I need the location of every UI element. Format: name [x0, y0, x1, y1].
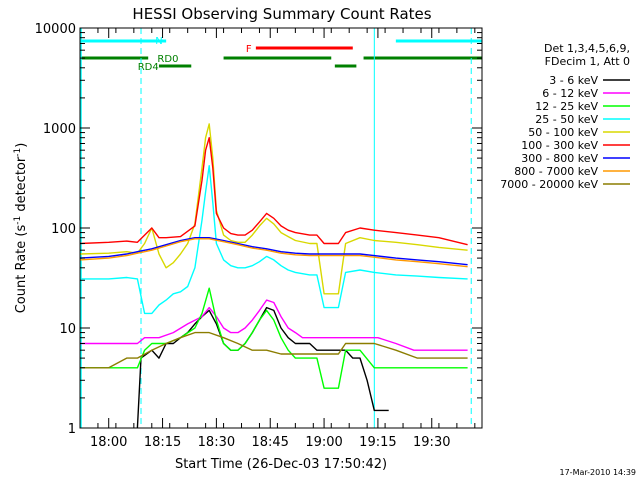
x-tick-label: 19:30	[413, 435, 450, 450]
legend-label-1: 6 - 12 keV	[542, 87, 598, 100]
y-label-end: )	[14, 143, 29, 148]
x-tick-label: 18:15	[144, 435, 181, 450]
y-label-mid: detector	[14, 156, 29, 216]
legend-header-line-1: Det 1,3,4,5,6,9,	[544, 42, 630, 55]
x-tick-label: 19:15	[359, 435, 396, 450]
legend-label-7: 800 - 7000 keV	[514, 165, 598, 178]
y-axis: 1 10 100 1000 10000	[35, 22, 482, 437]
series-line-8	[80, 331, 468, 369]
segment-label-n: N	[155, 36, 162, 47]
y-label-sup-1: -1	[13, 216, 23, 225]
y-label-sup-2: -1	[13, 148, 23, 157]
series-line-5	[79, 137, 468, 246]
segment-label-f: F	[246, 44, 252, 55]
x-tick-label: 18:00	[90, 435, 127, 450]
legend-label-2: 12 - 25 keV	[535, 100, 598, 113]
y-tick-label: 10000	[35, 22, 76, 37]
series-line-7	[79, 238, 468, 268]
y-tick-label: 1000	[43, 122, 76, 137]
series-line-3	[80, 165, 468, 315]
legend-header-line-2: FDecim 1, Att 0	[545, 55, 630, 68]
x-tick-label: 18:30	[198, 435, 235, 450]
legend-label-4: 50 - 100 keV	[528, 126, 598, 139]
chart-title: HESSI Observing Summary Count Rates	[132, 5, 431, 23]
x-tick-label: 19:00	[305, 435, 342, 450]
series-line-4	[79, 123, 468, 295]
legend-label-5: 100 - 300 keV	[521, 139, 598, 152]
segment-label-rd0: RD0	[157, 54, 178, 65]
series-line-1	[80, 299, 468, 351]
series-line-2	[80, 287, 468, 389]
series-line-6	[79, 237, 468, 266]
y-tick-label: 100	[51, 222, 76, 237]
series-layer	[79, 123, 468, 429]
y-axis-label: Count Rate (s-1 detector-1)	[13, 143, 29, 314]
y-label-main: Count Rate (s	[14, 225, 29, 314]
y-tick-label: 1	[68, 422, 76, 437]
legend-label-8: 7000 - 20000 keV	[500, 178, 598, 191]
legend: Det 1,3,4,5,6,9, FDecim 1, Att 0 3 - 6 k…	[500, 42, 630, 191]
legend-label-3: 25 - 50 keV	[535, 113, 598, 126]
x-tick-label: 18:45	[251, 435, 288, 450]
segment-label-rd4: RD4	[138, 62, 159, 73]
timestamp: 17-Mar-2010 14:39	[560, 468, 637, 477]
legend-label-6: 300 - 800 keV	[521, 152, 598, 165]
x-axis-label: Start Time (26-Dec-03 17:50:42)	[175, 457, 387, 472]
legend-label-0: 3 - 6 keV	[549, 74, 598, 87]
series-line-0	[136, 306, 389, 429]
x-axis: 18:00 18:15 18:30 18:45 19:00 19:15 19:30	[79, 28, 476, 450]
y-tick-label: 10	[59, 322, 76, 337]
